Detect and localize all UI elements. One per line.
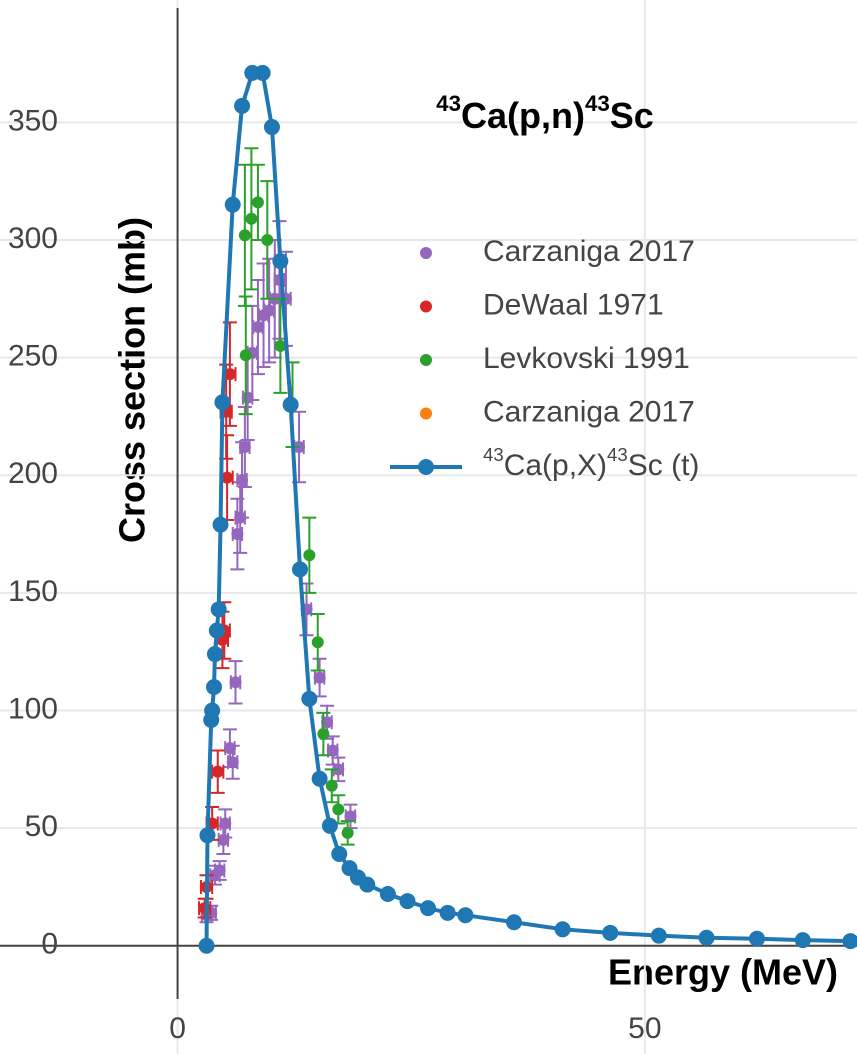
data-point bbox=[272, 253, 289, 270]
y-tick-label: 0 bbox=[41, 928, 58, 961]
data-point bbox=[217, 833, 230, 846]
data-point bbox=[291, 561, 308, 578]
data-point bbox=[245, 212, 258, 225]
y-tick-label: 150 bbox=[8, 575, 58, 608]
data-point bbox=[344, 810, 357, 823]
legend-marker bbox=[420, 300, 432, 313]
data-point bbox=[303, 549, 316, 562]
data-point bbox=[321, 817, 338, 834]
data-point bbox=[214, 394, 231, 411]
data-point bbox=[210, 601, 227, 618]
data-point bbox=[457, 907, 474, 924]
data-point bbox=[650, 927, 667, 944]
data-point bbox=[212, 516, 229, 533]
data-point bbox=[224, 196, 241, 213]
data-point bbox=[231, 528, 244, 541]
data-point bbox=[311, 636, 324, 649]
y-axis-label: Cross section (mb) bbox=[112, 217, 153, 543]
data-point bbox=[331, 846, 348, 863]
data-point bbox=[261, 233, 274, 246]
data-point bbox=[239, 349, 252, 362]
data-point bbox=[198, 937, 215, 954]
data-point bbox=[211, 765, 224, 778]
chart-title: 43Ca(p,n)43Sc bbox=[436, 91, 654, 135]
data-point bbox=[221, 471, 234, 484]
data-point bbox=[219, 817, 232, 830]
data-point bbox=[199, 827, 216, 844]
data-point bbox=[274, 339, 287, 352]
data-point bbox=[554, 921, 571, 938]
data-point bbox=[206, 646, 223, 663]
data-point bbox=[301, 690, 318, 707]
text-part: Sc bbox=[610, 95, 654, 136]
y-tick-label: 50 bbox=[25, 810, 58, 843]
text-part: Sc (t) bbox=[628, 449, 700, 482]
data-point bbox=[238, 229, 251, 242]
data-point bbox=[282, 396, 299, 413]
superscript: 43 bbox=[607, 444, 628, 465]
data-point bbox=[313, 671, 326, 684]
data-point bbox=[325, 779, 338, 792]
plot-area bbox=[197, 64, 857, 954]
data-point bbox=[842, 933, 857, 950]
data-point bbox=[794, 932, 811, 949]
x-axis-label: Energy (MeV) bbox=[608, 952, 838, 993]
data-point bbox=[229, 676, 242, 689]
data-point bbox=[213, 864, 226, 877]
data-point bbox=[439, 904, 456, 921]
data-point bbox=[399, 893, 416, 910]
text-part: Ca(p,X) bbox=[504, 449, 607, 482]
data-point bbox=[234, 97, 251, 114]
data-point bbox=[238, 441, 251, 454]
data-point bbox=[223, 742, 236, 755]
legend-marker bbox=[420, 247, 432, 259]
x-tick-label: 50 bbox=[628, 1012, 661, 1045]
data-point bbox=[326, 744, 339, 757]
y-tick-label: 200 bbox=[8, 457, 58, 490]
data-point bbox=[236, 473, 249, 486]
y-tick-label: 100 bbox=[8, 692, 58, 725]
text-part: Ca(p,n) bbox=[461, 95, 585, 136]
superscript: 43 bbox=[436, 91, 461, 116]
data-point bbox=[749, 930, 766, 947]
data-point bbox=[379, 886, 396, 903]
y-tick-label: 250 bbox=[8, 340, 58, 373]
legend-label: Carzaniga 2017 bbox=[483, 235, 695, 268]
y-tick-label: 350 bbox=[8, 104, 58, 137]
data-point bbox=[254, 64, 271, 81]
data-point bbox=[602, 924, 619, 941]
data-point bbox=[332, 803, 345, 816]
legend-marker bbox=[418, 459, 434, 475]
data-point bbox=[208, 622, 225, 639]
data-point bbox=[223, 368, 236, 381]
legend: Carzaniga 2017 DeWaal 1971 Levkovski 1991 C… bbox=[390, 235, 699, 482]
series-line bbox=[204, 70, 851, 946]
data-point bbox=[204, 702, 221, 719]
data-point bbox=[341, 826, 354, 839]
data-point bbox=[506, 914, 523, 931]
legend-marker bbox=[420, 407, 432, 420]
data-point bbox=[698, 929, 715, 946]
legend-label: DeWaal 1971 bbox=[483, 288, 664, 321]
data-point bbox=[317, 728, 330, 741]
data-point bbox=[251, 321, 264, 334]
legend-label: Levkovski 1991 bbox=[483, 342, 690, 375]
data-point bbox=[206, 678, 223, 695]
data-point bbox=[311, 770, 328, 787]
data-point bbox=[263, 304, 276, 317]
legend-label: 43Ca(p,X)43Sc (t) bbox=[483, 444, 699, 482]
superscript: 43 bbox=[483, 444, 504, 465]
data-point bbox=[359, 876, 376, 893]
superscript: 43 bbox=[585, 91, 610, 116]
y-tick-label: 300 bbox=[8, 222, 58, 255]
data-point bbox=[251, 196, 264, 209]
data-point bbox=[226, 756, 239, 769]
x-tick-label: 0 bbox=[169, 1012, 186, 1045]
data-point bbox=[420, 900, 437, 917]
data-point bbox=[263, 119, 280, 136]
legend-label: Carzaniga 2017 bbox=[483, 395, 695, 428]
legend-marker bbox=[420, 354, 432, 366]
